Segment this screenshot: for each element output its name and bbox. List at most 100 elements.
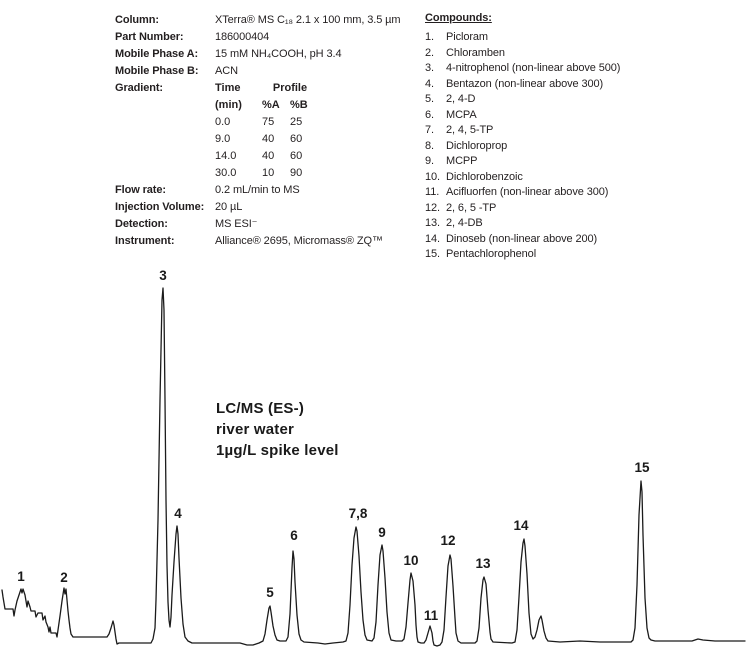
- gradient-section: Gradient: Time Profile (min) %A %B 0.0 75…: [115, 80, 425, 182]
- param-label: Instrument:: [115, 235, 175, 247]
- peak-label-6: 6: [290, 528, 298, 543]
- compound-number: 4.: [425, 77, 434, 90]
- param-value: 0.2 mL/min to MS: [215, 184, 300, 196]
- peak-label-11: 11: [424, 608, 439, 623]
- peak-label-2: 2: [60, 570, 68, 585]
- peak-label-10: 10: [403, 553, 418, 568]
- compound-name: 2, 4-D: [446, 93, 476, 105]
- peak-label-3: 3: [159, 268, 167, 283]
- gradient-cell: 25: [290, 116, 303, 128]
- compound-name: Bentazon (non-linear above 300): [446, 77, 604, 90]
- gradient-cell: 0.0: [215, 116, 231, 128]
- compound-number: 2.: [425, 46, 434, 59]
- compound-item: 6. MCPA: [425, 108, 745, 124]
- compound-number: 12.: [425, 201, 440, 214]
- peak-label-14: 14: [513, 518, 529, 533]
- compound-number: 8.: [425, 139, 434, 152]
- compound-item: 9. MCPP: [425, 154, 745, 170]
- peak-label-9: 9: [378, 525, 386, 540]
- compound-item: 1. Picloram: [425, 30, 745, 46]
- gradient-cell: 10: [262, 167, 275, 179]
- param-row: Column: XTerra® MS C₁₈ 2.1 x 100 mm, 3.5 …: [115, 12, 425, 29]
- compound-number: 11.: [425, 186, 440, 198]
- compound-name: Dinoseb (non-linear above 200): [446, 232, 598, 245]
- param-label: Part Number:: [115, 31, 184, 43]
- gradient-rows: 0.0 75 25 9.0 40 60 14.0 40 60 30.0 10 90: [215, 114, 318, 182]
- gradient-header-row2: (min) %A %B: [215, 97, 318, 114]
- gradient-cell: 40: [262, 150, 275, 162]
- param-value: ACN: [215, 65, 238, 77]
- compound-item: 4. Bentazon (non-linear above 300): [425, 77, 745, 93]
- compound-name: MCPA: [446, 108, 477, 121]
- compound-name: Dichlorobenzoic: [446, 170, 523, 183]
- gradient-time-subheader: (min): [215, 99, 242, 111]
- compound-item: 3. 4-nitrophenol (non-linear above 500): [425, 61, 745, 77]
- gradient-label: Gradient:: [115, 82, 163, 94]
- param-label: Flow rate:: [115, 184, 166, 196]
- param-row: Injection Volume: 20 µL: [115, 199, 425, 216]
- gradient-table: Time Profile (min) %A %B 0.0 75 25 9.0 40 60 1…: [215, 80, 318, 182]
- param-value: XTerra® MS C₁₈ 2.1 x 100 mm, 3.5 µm: [215, 14, 401, 26]
- compounds-list: Compounds: 1. Picloram 2. Chloramben 3. 4-nit…: [425, 10, 745, 263]
- gradient-row: 0.0 75 25: [215, 114, 318, 131]
- compound-item: 2. Chloramben: [425, 46, 745, 62]
- param-value: Alliance® 2695, Micromass® ZQ™: [215, 235, 383, 247]
- param-label: Column:: [115, 14, 159, 26]
- gradient-cell: 14.0: [215, 150, 237, 162]
- peak-label-7-8: 7,8: [349, 506, 368, 521]
- compound-number: 7.: [425, 124, 434, 136]
- compound-number: 10.: [425, 170, 440, 183]
- compound-item: 5. 2, 4-D: [425, 92, 745, 108]
- compound-number: 15.: [425, 248, 440, 260]
- gradient-profile-header: Profile: [272, 82, 308, 94]
- compound-name: Dichloroprop: [446, 139, 508, 152]
- compound-item: 14. Dinoseb (non-linear above 200): [425, 232, 745, 248]
- compound-number: 1.: [425, 31, 434, 43]
- compounds-items: 1. Picloram 2. Chloramben 3. 4-nitrophenol (n…: [425, 30, 745, 263]
- compound-item: 15. Pentachlorophenol: [425, 247, 745, 263]
- param-row: Flow rate: 0.2 mL/min to MS: [115, 182, 425, 199]
- compound-number: 3.: [425, 62, 434, 74]
- param-label: Mobile Phase A:: [115, 48, 199, 60]
- method-rows-bottom: Flow rate: 0.2 mL/min to MS Injection Volu…: [115, 182, 425, 250]
- peak-label-1: 1: [17, 569, 25, 584]
- compound-number: 9.: [425, 155, 434, 167]
- param-row: Instrument: Alliance® 2695, Micromass® ZQ…: [115, 233, 425, 250]
- gradient-cell: 90: [290, 167, 303, 179]
- compound-number: 13.: [425, 217, 440, 229]
- compound-name: Acifluorfen (non-linear above 300): [446, 186, 609, 198]
- compound-name: 2, 4, 5-TP: [446, 124, 494, 136]
- compound-item: 10. Dichlorobenzoic: [425, 170, 745, 186]
- compound-number: 5.: [425, 93, 434, 105]
- compound-name: Pentachlorophenol: [446, 248, 537, 260]
- compound-name: 2, 4-DB: [446, 217, 483, 229]
- method-conditions: Column: XTerra® MS C₁₈ 2.1 x 100 mm, 3.5 …: [115, 12, 425, 250]
- gradient-percent-a-header: %A: [262, 99, 280, 111]
- chromatogram-annotation-line: 1µg/L spike level: [216, 442, 339, 459]
- peak-label-5: 5: [266, 585, 274, 600]
- compound-number: 6.: [425, 108, 434, 121]
- chromatogram-annotation-line: river water: [216, 421, 294, 438]
- gradient-row: 30.0 10 90: [215, 165, 318, 182]
- param-value: MS ESI⁻: [215, 218, 258, 230]
- compound-item: 12. 2, 6, 5 -TP: [425, 201, 745, 217]
- gradient-cell: 30.0: [215, 167, 237, 179]
- gradient-cell: 75: [262, 116, 275, 128]
- param-row: Mobile Phase B: ACN: [115, 63, 425, 80]
- gradient-cell: 9.0: [215, 133, 231, 145]
- compound-name: MCPP: [446, 155, 478, 167]
- compound-item: 8. Dichloroprop: [425, 139, 745, 155]
- chromatogram-trace: [1, 287, 746, 647]
- param-value: 15 mM NH₄COOH, pH 3.4: [215, 48, 342, 60]
- method-rows-top: Column: XTerra® MS C₁₈ 2.1 x 100 mm, 3.5 …: [115, 12, 425, 80]
- gradient-cell: 60: [290, 150, 303, 162]
- compound-item: 13. 2, 4-DB: [425, 216, 745, 232]
- param-value: 20 µL: [215, 201, 243, 213]
- peak-label-15: 15: [634, 460, 650, 475]
- gradient-cell: 40: [262, 133, 275, 145]
- chromatogram-annotation-line: LC/MS (ES-): [216, 400, 304, 417]
- param-row: Part Number: 186000404: [115, 29, 425, 46]
- compounds-title: Compounds:: [425, 12, 492, 24]
- param-label: Mobile Phase B:: [115, 65, 199, 77]
